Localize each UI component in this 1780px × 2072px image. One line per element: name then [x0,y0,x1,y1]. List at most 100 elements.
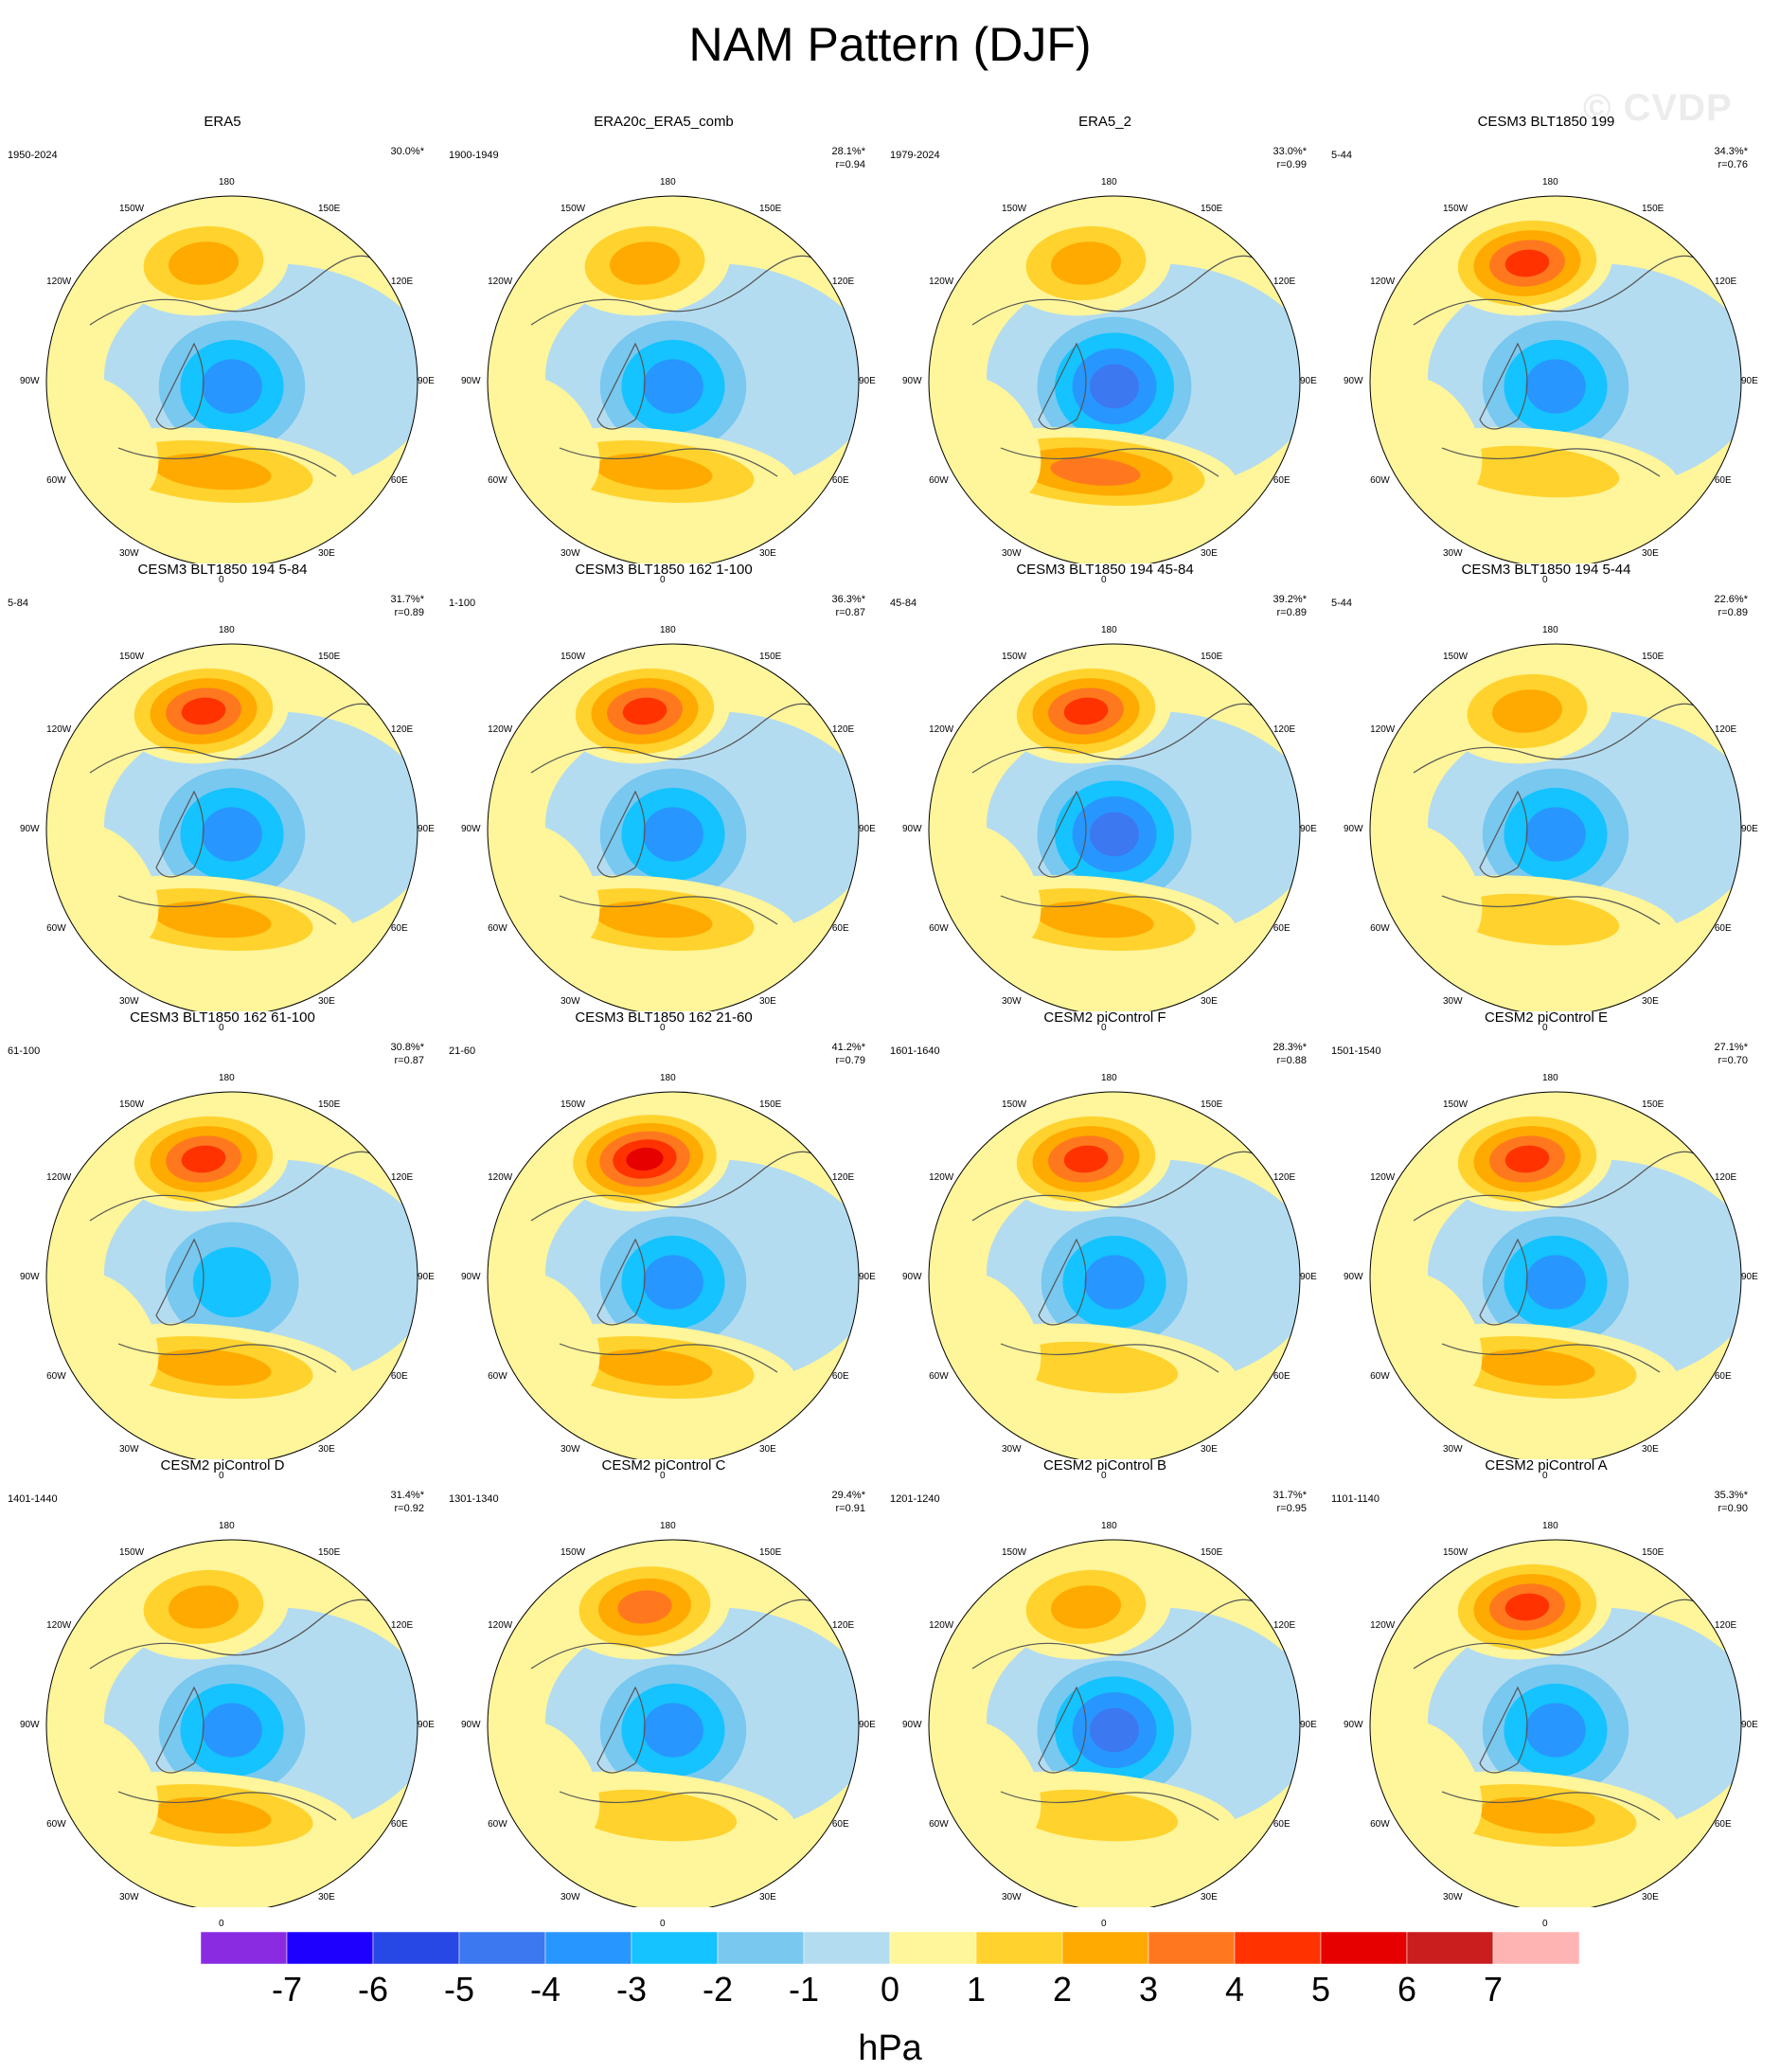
longitude-label: 30W [119,1443,139,1455]
map-border [928,643,1301,1011]
colorbar-tick-label: 5 [1310,1970,1331,2009]
longitude-label: 90W [902,376,922,386]
positive-anomaly-contour [941,825,1041,948]
colorbar-segment [201,1932,288,1965]
longitude-label: 180 [1542,177,1558,188]
panel-variance-pct: 35.3%* [1714,1490,1748,1501]
longitude-label: 180 [219,177,235,188]
longitude-label: 0 [219,575,224,585]
colorbar-tick-label: 7 [1483,1970,1504,2009]
coastline [1413,1151,1718,1373]
longitude-label: 150E [759,1547,782,1559]
panel-variance-pct: 31.4%* [390,1490,424,1501]
longitude-label: 30W [1002,1443,1022,1455]
colorbar-segment [372,1932,460,1965]
longitude-label: 120E [1273,724,1296,735]
longitude-label: 150W [1002,1547,1027,1559]
panel-title: CESM2 piControl A [1485,1457,1608,1474]
positive-anomaly-contour [1504,1145,1550,1173]
longitude-label: 120E [831,277,855,287]
panel-pattern-corr: r=0.76 [1718,159,1749,170]
polar-map [45,195,418,563]
coastline [89,1151,394,1373]
longitude-label: 180 [660,625,676,635]
longitude-label: 120W [929,724,954,735]
panel-title: ERA5_2 [1078,114,1131,130]
longitude-label: 0 [1101,1471,1107,1481]
longitude-label: 120W [1370,724,1396,735]
panel-title: CESM2 piControl F [1043,1009,1166,1026]
longitude-label: 60W [488,1371,507,1382]
longitude-label: 120W [488,277,513,287]
longitude-label: 120W [46,1172,72,1183]
longitude-label: 150E [1201,1099,1223,1111]
positive-anomaly-contour [610,241,680,285]
longitude-label: 0 [1101,575,1107,585]
positive-anomaly-contour [1504,249,1550,277]
coastline [530,1599,835,1821]
map-border [45,195,418,563]
longitude-label: 150E [759,652,782,663]
coastline [1413,703,1718,925]
positive-anomaly-contour [500,1721,600,1844]
map-border [487,195,860,563]
panel-title: ERA5 [204,114,241,130]
longitude-label: 0 [660,1471,666,1481]
longitude-label: 150E [1642,204,1664,215]
longitude-label: 30E [1642,995,1659,1007]
positive-anomaly-contour [596,1349,713,1386]
coastline [530,255,835,477]
longitude-label: 30W [1002,995,1022,1007]
map-border [1369,195,1742,563]
longitude-label: 150W [119,1099,145,1111]
polar-map [928,195,1301,563]
longitude-label: 90E [1741,1720,1758,1730]
longitude-label: 120W [46,1620,72,1631]
longitude-label: 0 [1542,1023,1548,1033]
negative-anomaly-contour [202,1703,262,1758]
longitude-label: 150E [318,1099,341,1111]
colorbar-tick-label: 0 [880,1970,900,2009]
panel-title: CESM3 BLT1850 194 45-84 [1016,562,1194,578]
map-border [928,195,1301,563]
longitude-label: 30W [1002,547,1022,559]
map-panel: CESM2 piControl C 1301-1340 29.4%* r=0.91 18… [441,1457,886,1929]
coastline [971,703,1276,925]
coastline [1413,1599,1718,1821]
map-panel: ERA5 1950-2024 30.0%* 180 150E 120E 90E 60E 30E 0… [0,114,445,585]
longitude-label: 90W [461,824,481,834]
longitude-label: 0 [219,1919,224,1929]
polar-map [1369,195,1742,563]
map-panel: CESM2 piControl D 1401-1440 31.4%* r=0.92 18… [0,1457,445,1929]
panel-title: CESM2 piControl D [160,1457,285,1474]
panel-years: 1401-1440 [8,1493,58,1505]
panel-variance-pct: 28.3%* [1273,1042,1307,1053]
map-panel: ERA5_2 1979-2024 33.0%* r=0.99 180 150E 120E 90… [882,114,1327,585]
longitude-label: 90E [1741,1272,1758,1282]
longitude-label: 120W [46,724,72,735]
panel-title: CESM2 piControl B [1042,1457,1167,1474]
panel-years: 45-84 [890,598,917,609]
panel-title: CESM3 BLT1850 162 1-100 [575,562,753,578]
longitude-label: 60E [1714,1371,1732,1382]
longitude-label: 90W [1344,1272,1363,1282]
longitude-label: 150W [119,204,145,215]
panel-variance-pct: 30.0%* [390,146,424,157]
positive-anomaly-contour [1051,241,1121,285]
longitude-label: 60E [1273,1371,1290,1382]
longitude-label: 120W [1370,1172,1396,1183]
negative-anomaly-contour [1090,812,1139,857]
longitude-label: 30W [561,1891,580,1902]
longitude-label: 30W [1443,1443,1463,1455]
longitude-label: 90W [20,376,40,386]
longitude-label: 90E [1300,824,1317,834]
longitude-label: 90W [461,1272,481,1282]
longitude-label: 0 [1542,1471,1548,1481]
positive-anomaly-contour [1382,825,1483,948]
longitude-label: 180 [219,625,235,635]
positive-anomaly-contour [1382,377,1483,500]
panel-variance-pct: 28.1%* [831,146,865,157]
positive-anomaly-contour [500,377,600,500]
positive-anomaly-contour [1478,1349,1595,1386]
colorbar-segment [1406,1932,1494,1965]
